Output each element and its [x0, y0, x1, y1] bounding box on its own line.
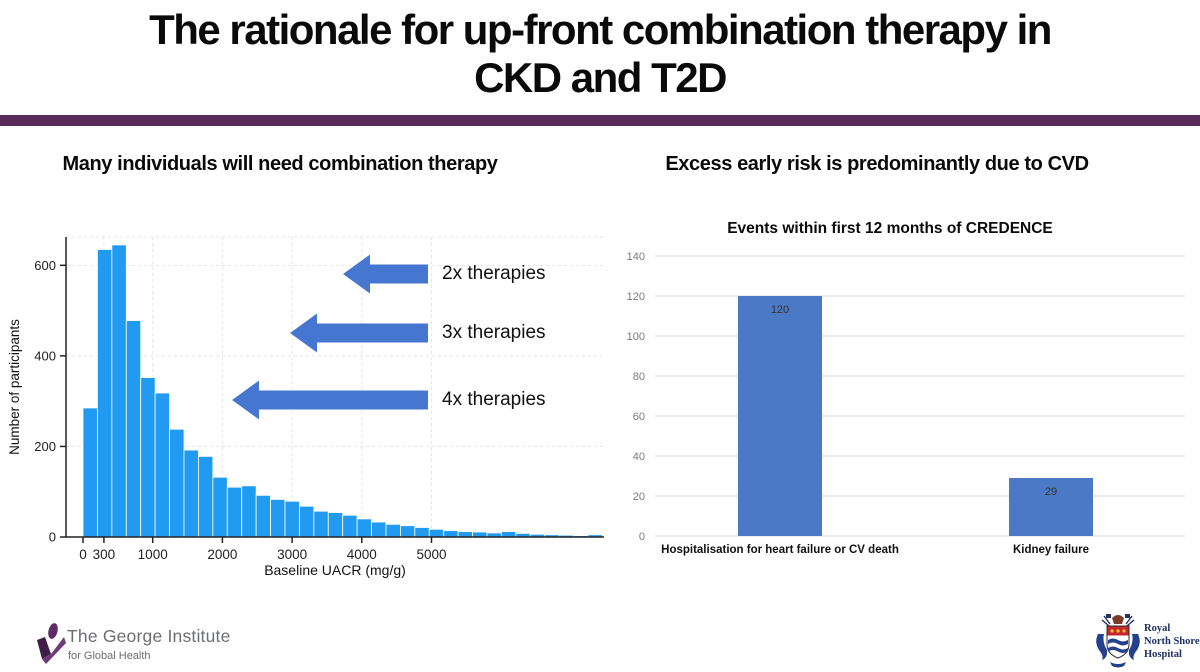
svg-text:120: 120: [627, 291, 645, 303]
histogram-bar: [212, 476, 228, 538]
svg-text:80: 80: [633, 371, 645, 383]
page-title-line2: CKD and T2D: [474, 54, 727, 101]
arrow-label-4x: 4x therapies: [442, 389, 546, 410]
left-block-arrow: [232, 380, 428, 420]
histogram-bar: [226, 486, 243, 538]
george-institute-tagline: for Global Health: [68, 650, 151, 662]
right-section-heading: Excess early risk is predominantly due t…: [665, 153, 1089, 175]
rnsh-logo-text: Royal North Shore Hospital: [1144, 622, 1200, 661]
histogram-bar: [457, 531, 473, 538]
svg-text:Kidney failure: Kidney failure: [1013, 544, 1089, 556]
histogram-xlabel: Baseline UACR (mg/g): [264, 562, 406, 578]
histogram-bar: [428, 528, 445, 538]
histogram-bar: [183, 449, 199, 538]
svg-text:200: 200: [34, 439, 56, 454]
left-block-arrow: [290, 313, 428, 353]
left-block-arrow: [343, 254, 428, 294]
svg-text:2000: 2000: [207, 547, 237, 562]
histogram-bar: [501, 531, 517, 538]
events-bars: [738, 296, 1093, 536]
svg-text:3000: 3000: [277, 547, 307, 562]
events-grid: [655, 255, 1185, 537]
arrow-label-3x: 3x therapies: [442, 322, 546, 343]
svg-text:1000: 1000: [138, 547, 168, 562]
histogram-bar: [414, 527, 430, 538]
events-bar: [1009, 478, 1093, 536]
histogram-bar: [97, 249, 113, 538]
left-section-heading: Many individuals will need combination t…: [62, 153, 498, 175]
histogram-axes: [60, 237, 604, 543]
histogram-bar: [241, 485, 257, 538]
rnsh-line2: North Shore: [1144, 636, 1200, 647]
histogram-bar: [356, 518, 372, 538]
svg-text:0: 0: [639, 531, 645, 543]
svg-text:5000: 5000: [416, 547, 446, 562]
svg-text:Hospitalisation for heart fail: Hospitalisation for heart failure or CV …: [661, 544, 899, 556]
histogram-bar: [154, 392, 170, 538]
right-chart-title: Events within first 12 months of CREDENC…: [727, 220, 1053, 237]
histogram-tick-labels: 0 200 400 600 0 300 1000 2000 3000 4000 5000: [34, 258, 446, 562]
accent-divider: [0, 115, 1200, 126]
svg-text:300: 300: [93, 547, 116, 562]
events-value-labels: 120 29: [771, 304, 1057, 498]
rnsh-line1: Royal: [1144, 623, 1171, 634]
histogram-bar: [385, 523, 401, 538]
histogram-bar: [284, 500, 300, 538]
svg-text:100: 100: [627, 331, 645, 343]
george-institute-logo-icon: [37, 623, 66, 664]
svg-text:600: 600: [34, 258, 56, 273]
george-institute-name: The George Institute: [67, 626, 231, 646]
histogram-ylabel: Number of participants: [7, 319, 22, 455]
svg-text:60: 60: [633, 411, 645, 423]
rnsh-line3: Hospital: [1144, 649, 1182, 660]
histogram-bar: [125, 320, 142, 538]
therapy-arrows: [232, 254, 428, 420]
events-category-labels: Hospitalisation for heart failure or CV …: [661, 544, 1089, 556]
histogram-chart: 0 200 400 600 0 300 1000 2000 3000 4000 5000 Baseli…: [7, 236, 604, 578]
svg-text:140: 140: [627, 251, 645, 263]
page-title: The rationale for up-front combination t…: [0, 6, 1200, 102]
histogram-bar: [270, 499, 286, 538]
page-title-line1: The rationale for up-front combination t…: [149, 6, 1052, 53]
svg-text:4000: 4000: [347, 547, 377, 562]
histogram-bar: [400, 525, 416, 538]
histogram-bar: [313, 510, 329, 538]
histogram-bar: [140, 377, 156, 538]
arrow-label-2x: 2x therapies: [442, 263, 546, 284]
histogram-bar: [82, 407, 98, 538]
histogram-bar: [198, 455, 214, 538]
histogram-bar: [327, 512, 344, 538]
events-tick-labels: 0 20 40 60 80 100 120 140: [627, 251, 645, 543]
svg-text:29: 29: [1045, 486, 1057, 498]
histogram-bar: [299, 505, 315, 538]
svg-text:0: 0: [79, 547, 87, 562]
histogram-bar: [111, 244, 127, 538]
histogram-bars: [82, 244, 603, 538]
events-bar: [738, 296, 822, 536]
svg-text:400: 400: [34, 348, 56, 363]
events-bar-chart: 0 20 40 60 80 100 120 140 120 29 Hospitalisation f…: [627, 251, 1185, 556]
rnsh-crest-icon: [1096, 614, 1140, 668]
svg-text:40: 40: [633, 451, 645, 463]
histogram-bar: [443, 530, 459, 538]
svg-text:120: 120: [771, 304, 789, 316]
george-institute-logo-text: The George Institute for Global Health: [67, 626, 231, 662]
histogram-bar: [169, 428, 185, 538]
histogram-bar: [371, 521, 387, 538]
svg-text:0: 0: [49, 530, 56, 545]
svg-text:20: 20: [633, 491, 645, 503]
histogram-bar: [342, 514, 358, 538]
histogram-bar: [255, 494, 271, 538]
